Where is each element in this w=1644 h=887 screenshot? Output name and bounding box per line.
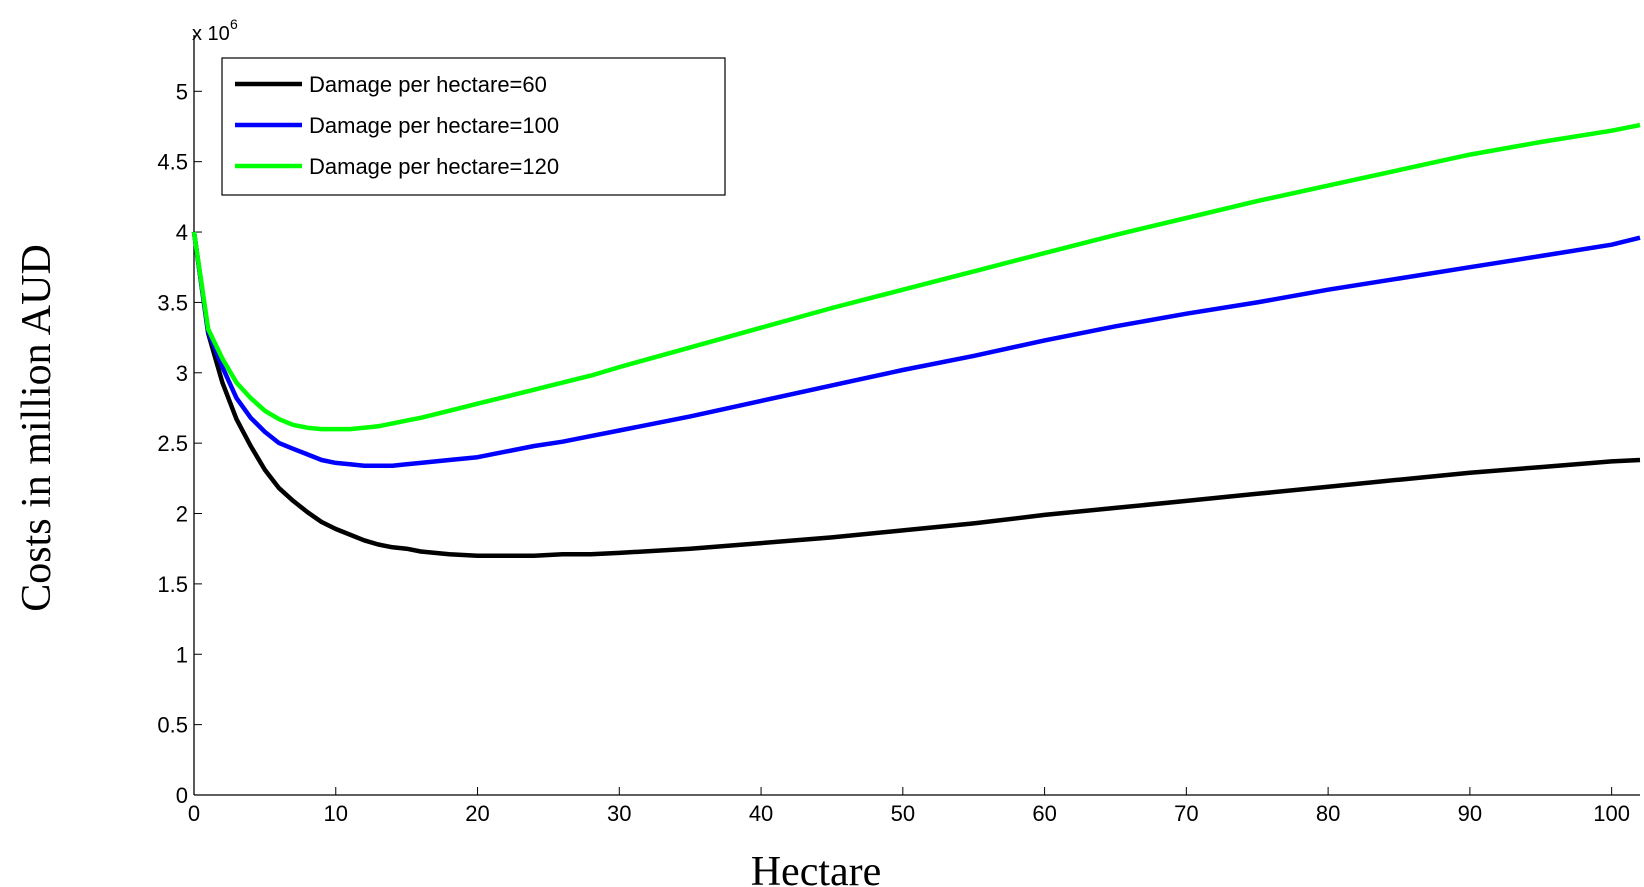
y-tick-label: 4 — [176, 220, 188, 245]
y-tick-label: 2 — [176, 502, 188, 527]
x-tick-label: 90 — [1458, 801, 1482, 826]
y-tick-label: 5 — [176, 79, 188, 104]
y-multiplier-label: x 10 — [192, 23, 230, 45]
y-tick-label: 0.5 — [157, 713, 188, 738]
y-tick-label: 4.5 — [157, 150, 188, 175]
x-tick-label: 80 — [1316, 801, 1340, 826]
legend-entry-label: Damage per hectare=120 — [309, 154, 559, 179]
legend-entry-label: Damage per hectare=60 — [309, 72, 547, 97]
x-tick-label: 100 — [1593, 801, 1630, 826]
series-line-1 — [191, 231, 1641, 558]
series-line-3 — [191, 122, 1641, 432]
y-tick-label: 3 — [176, 361, 188, 386]
y-multiplier-exponent: 6 — [230, 16, 238, 32]
y-tick-label: 1 — [176, 642, 188, 667]
x-tick-label: 60 — [1032, 801, 1056, 826]
x-tick-label: 40 — [749, 801, 773, 826]
x-tick-label: 0 — [188, 801, 200, 826]
x-axis-title: Hectare — [751, 849, 882, 887]
x-tick-label: 10 — [324, 801, 348, 826]
y-tick-label: 0 — [176, 783, 188, 808]
x-tick-label: 70 — [1174, 801, 1198, 826]
legend-box — [221, 57, 726, 196]
legend-entry-label: Damage per hectare=100 — [309, 113, 559, 138]
x-tick-label: 20 — [465, 801, 489, 826]
y-tick-label: 2.5 — [157, 431, 188, 456]
y-tick-label: 1.5 — [157, 572, 188, 597]
y-axis-title: Costs in million AUD — [14, 244, 60, 612]
x-tick-label: 50 — [891, 801, 915, 826]
series-line-2 — [191, 231, 1641, 468]
y-tick-label: 3.5 — [157, 290, 188, 315]
legend: Damage per hectare=60 Damage per hectare=… — [221, 57, 726, 196]
series-lines — [191, 122, 1641, 558]
x-tick-label: 30 — [607, 801, 631, 826]
ticks: 0 10 20 30 40 50 60 70 80 90 100 0 0.5 1 1.5 2 2.5 3 3.5 4 4… — [157, 79, 1630, 826]
